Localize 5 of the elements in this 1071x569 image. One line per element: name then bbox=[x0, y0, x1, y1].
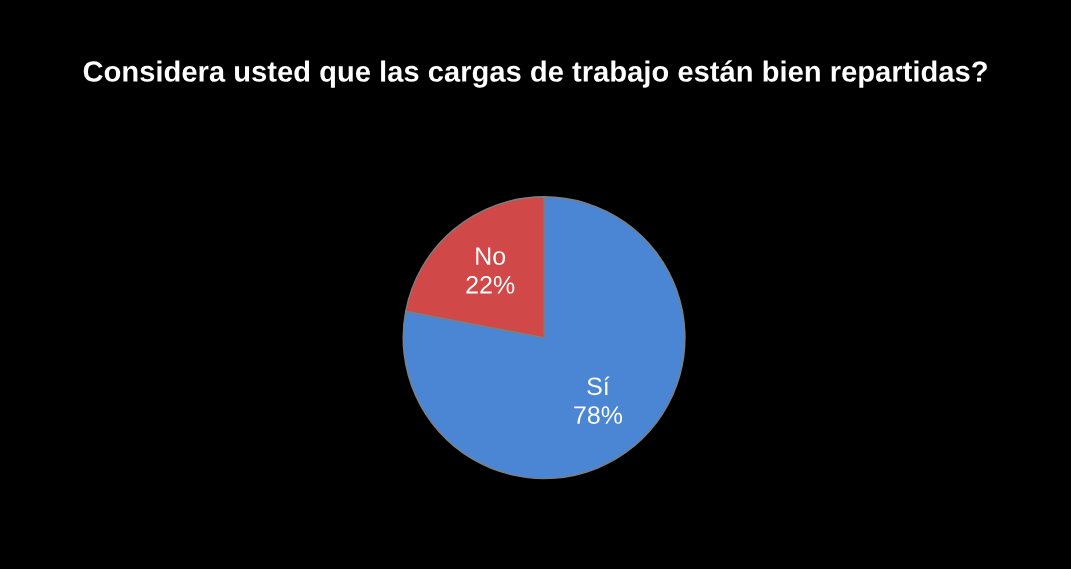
chart-title: Considera usted que las cargas de trabajo están bien repartidas? bbox=[83, 60, 987, 88]
data-label: 22% bbox=[466, 275, 515, 294]
slice-label: No bbox=[476, 247, 506, 265]
data-label: 78% bbox=[574, 406, 623, 424]
slice-label: Sí bbox=[587, 376, 610, 396]
